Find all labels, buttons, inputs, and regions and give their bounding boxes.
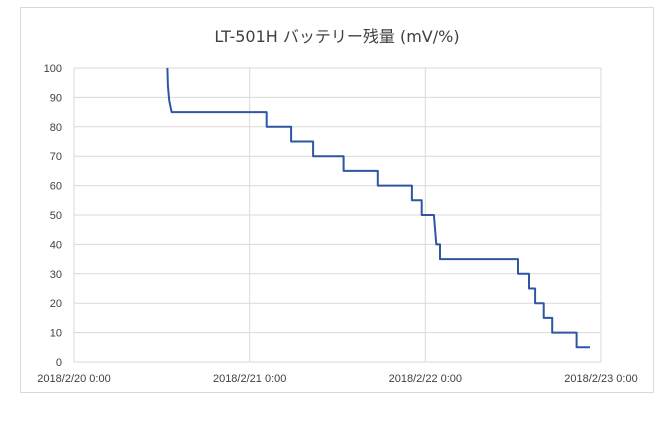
x-tick-label: 2018/2/20 0:00 [37,373,110,385]
battery-series-line [166,67,590,349]
y-tick-label: 80 [50,122,62,134]
chart-title: LT-501H バッテリー残量 (mV/%) [214,27,459,46]
x-axis-ticks: 2018/2/20 0:00 2018/2/21 0:00 2018/2/22 0:… [37,373,637,385]
chart-frame [20,7,654,393]
y-tick-label: 40 [50,239,62,251]
series-layer [166,67,590,349]
y-tick-label: 20 [50,298,62,310]
y-tick-label: 30 [50,269,62,281]
y-tick-label: 100 [44,63,62,75]
y-tick-label: 10 [50,328,62,340]
gridlines [73,67,602,363]
y-tick-label: 60 [50,181,62,193]
y-tick-label: 90 [50,92,62,104]
x-tick-label: 2018/2/23 0:00 [564,373,637,385]
y-axis-ticks: 0 10 20 30 40 50 60 70 80 90 100 [44,63,62,369]
y-tick-label: 0 [56,357,62,369]
y-tick-label: 50 [50,210,62,222]
x-tick-label: 2018/2/21 0:00 [213,373,286,385]
y-tick-label: 70 [50,151,62,163]
x-tick-label: 2018/2/22 0:00 [389,373,462,385]
